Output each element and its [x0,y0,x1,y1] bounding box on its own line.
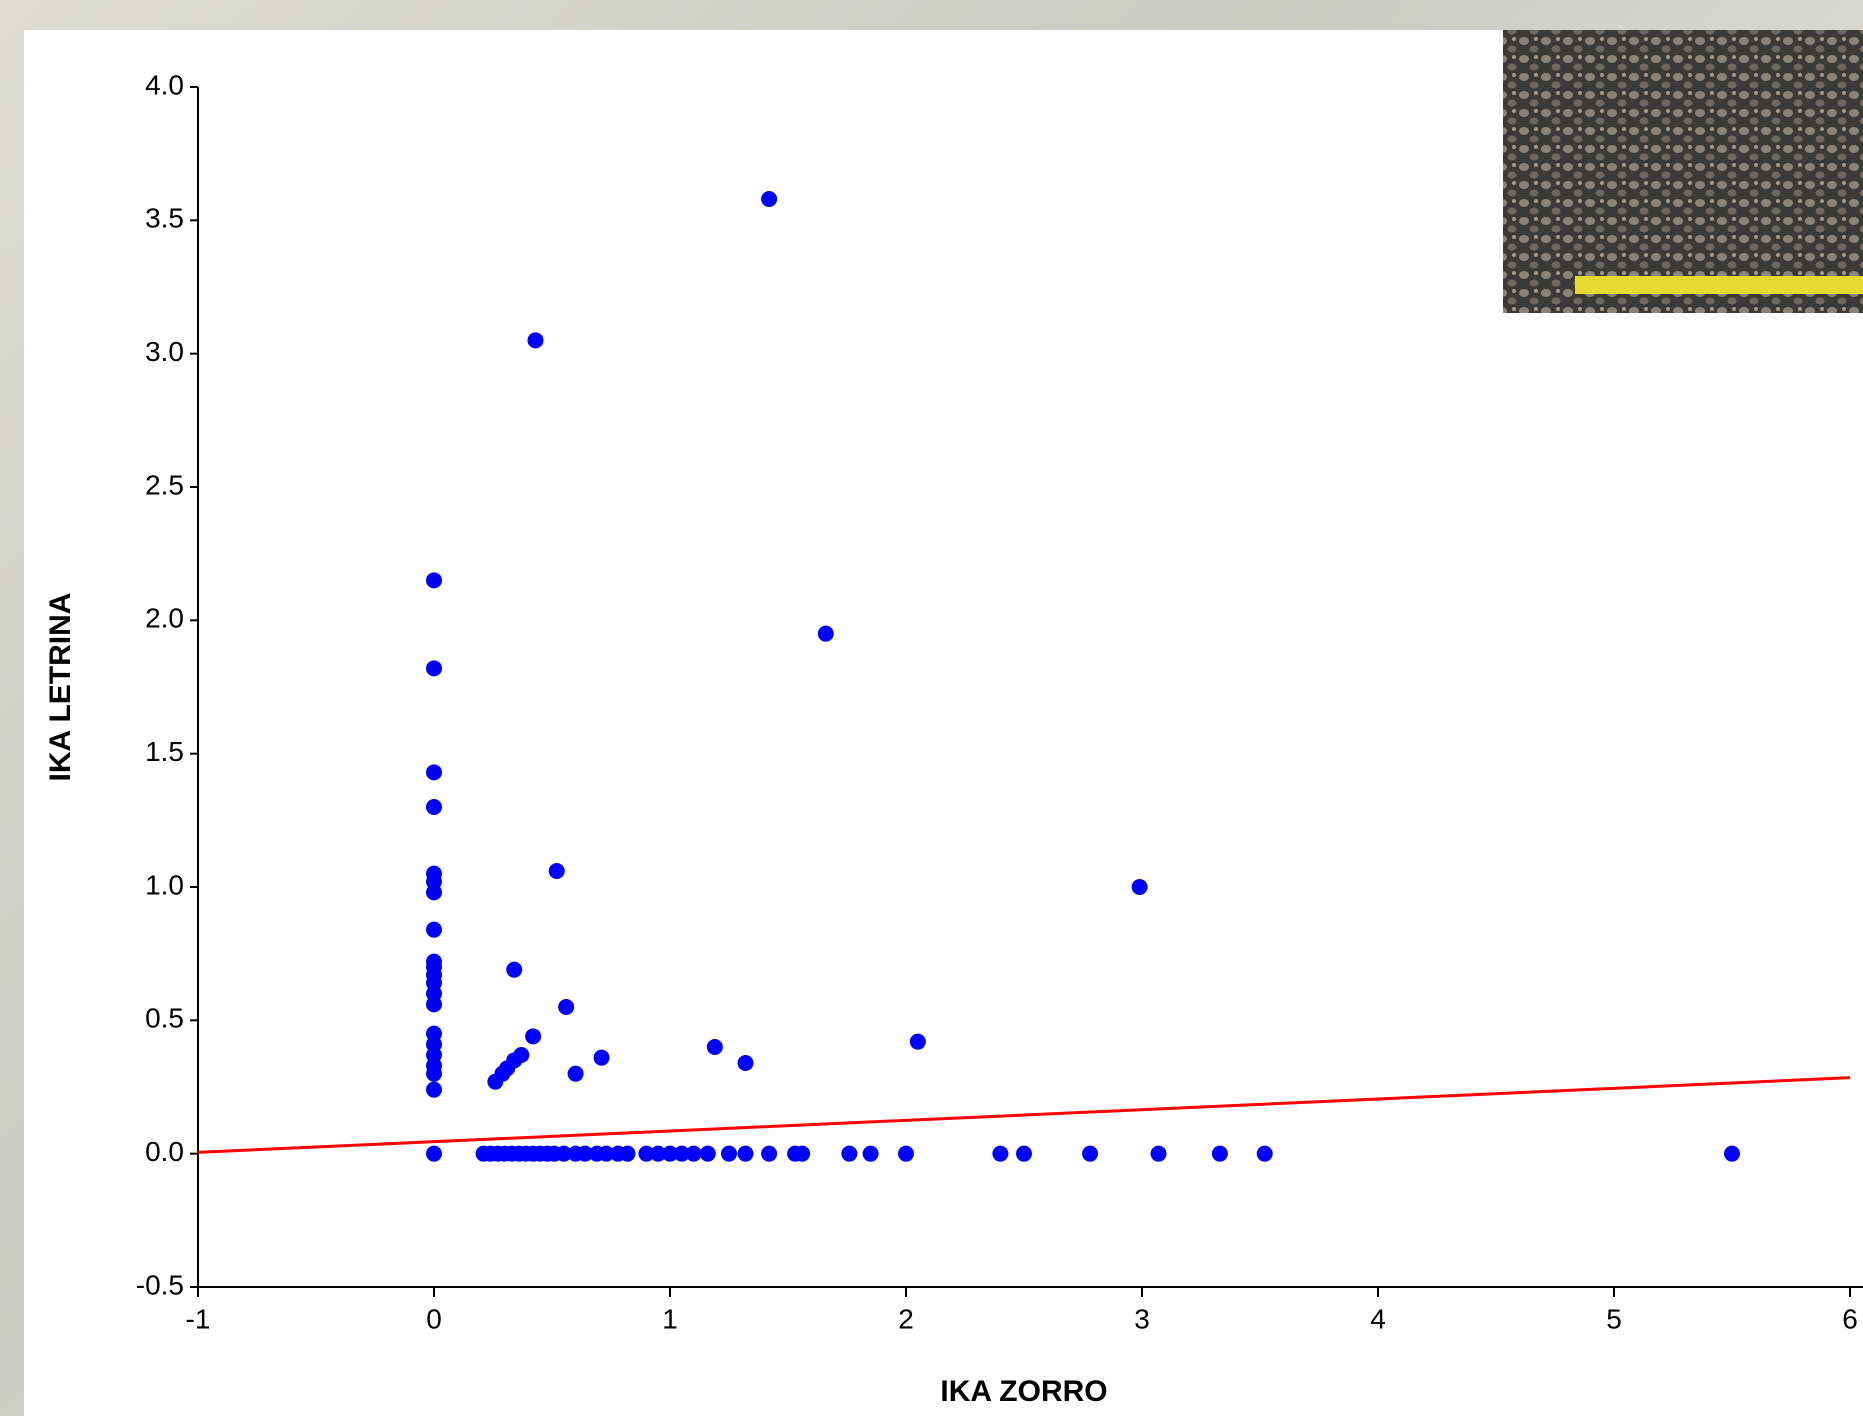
y-tick-label: 4.0 [145,69,184,100]
point [909,1033,926,1050]
point [1082,1145,1099,1162]
point [862,1145,879,1162]
point [548,863,565,879]
point [567,1065,584,1082]
point [1256,1145,1273,1162]
point [558,999,575,1015]
point [699,1145,716,1162]
point [662,1145,678,1162]
y-tick-label: 3.0 [145,336,184,367]
x-tick-label: 1 [662,1303,678,1334]
point [706,1039,723,1055]
point [426,1065,442,1082]
point [1211,1145,1228,1162]
point [1016,1145,1032,1162]
point [426,799,442,815]
point [577,1145,594,1162]
point [619,1145,636,1162]
point [721,1145,737,1162]
point [650,1145,667,1162]
x-tick-label: -1 [186,1303,211,1334]
point [426,1145,442,1162]
y-tick-label: 3.5 [145,203,184,234]
point [761,1145,778,1162]
point [898,1145,914,1162]
point [737,1145,754,1162]
point [506,961,523,978]
point [1131,879,1148,895]
x-tick-label: 2 [898,1303,914,1334]
point [426,884,442,901]
inset-photo [1503,30,1863,313]
point [426,1081,442,1098]
point [673,1145,690,1162]
y-tick-label: 0.0 [145,1136,184,1167]
point [426,996,442,1013]
y-tick-label: 0.5 [145,1003,184,1034]
point [841,1145,858,1162]
point [685,1145,702,1162]
fit-line [197,1076,1851,1154]
point [525,1028,542,1045]
point [593,1049,610,1066]
x-tick-label: 6 [1842,1303,1858,1334]
x-tick-label: 4 [1370,1303,1386,1334]
point [761,191,778,207]
point [737,1055,754,1071]
point [1150,1145,1167,1162]
y-axis-title: IKA LETRINA [44,593,77,782]
point [794,1145,811,1162]
point [638,1145,655,1162]
x-tick-label: 0 [426,1303,442,1334]
point [426,572,442,589]
point [426,764,442,781]
y-tick-label: 1.5 [145,736,184,767]
x-tick-label: 3 [1134,1303,1150,1334]
point [992,1145,1009,1162]
point [598,1145,615,1162]
point [817,625,834,642]
point [513,1047,530,1063]
y-tick-label: 2.5 [145,469,184,500]
x-tick-label: 5 [1606,1303,1622,1334]
point [527,332,544,349]
point [555,1145,572,1162]
point [426,921,442,938]
y-tick-label: 1.0 [145,869,184,900]
point [426,660,442,677]
y-tick-label: 2.0 [145,603,184,634]
x-axis-title: IKA ZORRO [940,1375,1107,1408]
point [1724,1145,1740,1162]
y-tick-label: -0.5 [136,1269,184,1300]
